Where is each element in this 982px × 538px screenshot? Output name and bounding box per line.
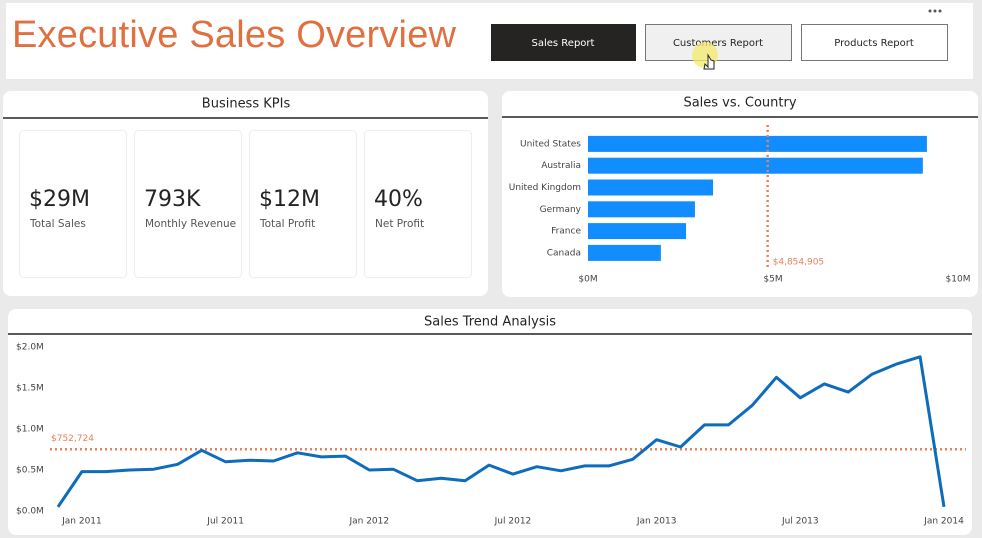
x-tick-label: Jan 2014 [923,517,964,527]
bar-panel [502,91,978,297]
x-tick-label: Jan 2012 [348,517,389,527]
line-panel [8,309,972,535]
category-label: France [551,227,581,237]
kpi-cards: $29M Total Sales 793K Monthly Revenue $12M To… [19,130,472,278]
y-tick-label: $0.5M [16,466,44,476]
bar [588,179,714,196]
x-tick-label: $5M [763,275,782,285]
kpi-label: Total Profit [259,218,315,230]
x-tick-label: $10M [946,275,971,285]
nav-label[interactable]: Customers Report [673,38,763,49]
bar [588,223,687,240]
category-label: Australia [541,161,581,171]
x-tick-label: Jan 2011 [61,517,102,527]
nav-button[interactable] [801,24,948,61]
nav-label[interactable]: Sales Report [532,38,595,49]
kpi-value: 40% [374,187,423,212]
x-tick-label: Jan 2013 [636,517,677,527]
bar [588,135,927,152]
panel-title: Sales Trend Analysis [424,315,556,330]
category-label: United Kingdom [509,183,581,193]
nav-button[interactable] [645,24,792,61]
y-tick-label: $2.0M [16,343,44,353]
x-tick-label: Jul 2011 [206,517,244,527]
nav-label[interactable]: Products Report [834,38,914,49]
kpi-card [19,130,127,278]
y-tick-label: $1.5M [16,384,44,394]
y-tick-label: $1.0M [16,425,44,435]
kpi-label: Net Profit [375,218,424,230]
category-label: Canada [547,248,581,258]
category-label: United States [520,139,581,149]
category-label: Germany [540,205,582,215]
plots: $0M $5M $10M United States Australia United K… [16,125,970,527]
x-tick-label: Jul 2012 [494,517,532,527]
kpi-card [134,130,242,278]
kpi-card [249,130,357,278]
x-tick-label: $0M [578,275,597,285]
reference-label: $4,854,905 [773,258,825,268]
kpi-value: 793K [144,187,201,212]
nav-button[interactable] [491,24,636,61]
panel-title: Sales vs. Country [683,96,796,111]
kpi-card [364,130,472,278]
reference-label: $752,724 [51,434,94,444]
bar [588,244,661,261]
page-title: Executive Sales Overview [12,14,457,56]
x-tick-label: Jul 2013 [781,517,819,527]
kpi-label: Monthly Revenue [145,218,236,230]
hand-cursor [703,53,715,70]
kpi-label: Total Sales [29,218,86,230]
bar [588,201,695,218]
panel-title: Business KPIs [202,97,291,112]
y-tick-label: $0.0M [16,507,44,517]
kpi-value: $12M [259,187,320,212]
kpi-value: $29M [29,187,90,212]
sales-line [56,355,946,508]
bar [588,157,923,174]
more-options[interactable] [928,9,942,13]
